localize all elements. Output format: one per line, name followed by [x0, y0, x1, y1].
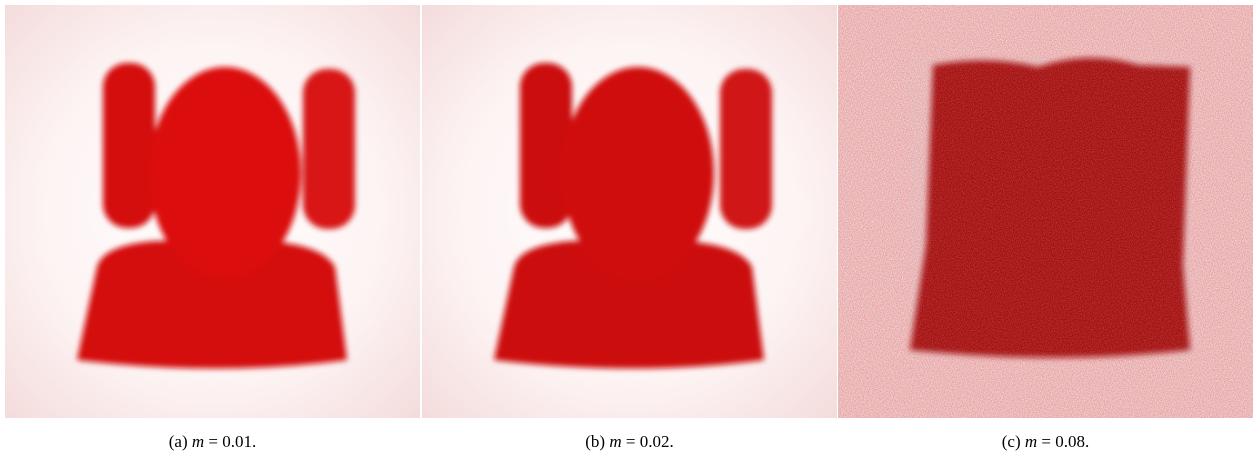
caption-variable: m	[1025, 432, 1037, 451]
render-a	[5, 5, 420, 418]
caption-value: = 0.08.	[1041, 432, 1089, 451]
caption-label: (b)	[585, 432, 605, 451]
ear-left	[520, 63, 572, 228]
volume-speckle	[910, 58, 1190, 358]
caption-label: (c)	[1002, 432, 1021, 451]
render-c	[838, 5, 1253, 418]
caption-value: = 0.01.	[208, 432, 256, 451]
head-render	[494, 63, 772, 369]
render-b	[422, 5, 837, 418]
face	[149, 67, 301, 279]
head-render	[77, 63, 355, 369]
caption-variable: m	[192, 432, 204, 451]
face	[562, 67, 714, 279]
ear-right	[303, 69, 355, 229]
caption-value: = 0.02.	[626, 432, 674, 451]
ear-right	[720, 69, 772, 229]
caption: (b) m = 0.02.	[422, 432, 837, 452]
caption-variable: m	[609, 432, 621, 451]
caption: (c) m = 0.08.	[838, 432, 1253, 452]
page: {"figures": [ {"label": "(a)", "variable…	[0, 0, 1257, 463]
ear-left	[103, 63, 155, 228]
caption-label: (a)	[169, 432, 188, 451]
caption: (a) m = 0.01.	[5, 432, 420, 452]
